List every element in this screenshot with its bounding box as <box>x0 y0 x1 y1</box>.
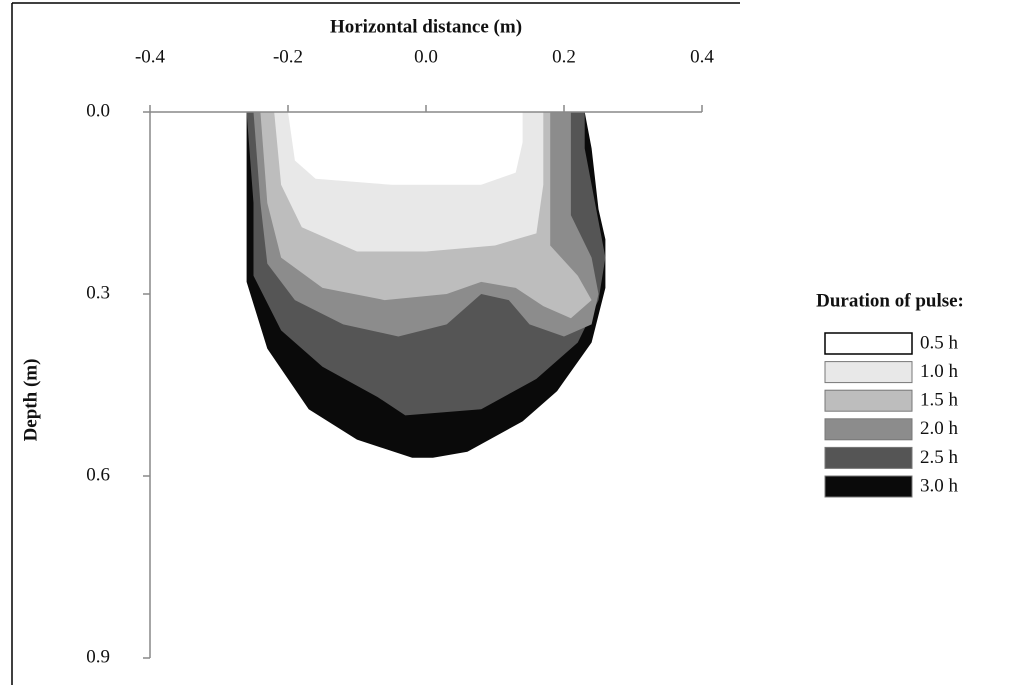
legend-swatch <box>824 332 913 355</box>
y-tick-label: 0.6 <box>86 464 110 485</box>
legend-title: Duration of pulse: <box>816 290 964 311</box>
y-tick-label: 0.9 <box>86 646 110 667</box>
legend-swatch <box>824 361 913 384</box>
y-tick-label: 0.0 <box>86 100 110 121</box>
legend-swatch <box>824 446 913 469</box>
legend-label: 2.0 h <box>920 418 959 439</box>
y-axis-label: Depth (m) <box>20 359 41 442</box>
x-tick-label: -0.4 <box>135 46 166 67</box>
legend-label: 1.0 h <box>920 361 959 382</box>
legend-label: 1.5 h <box>920 390 959 411</box>
legend-swatch <box>824 475 913 498</box>
x-tick-label: 0.4 <box>690 46 714 67</box>
legend-label: 3.0 h <box>920 475 959 496</box>
legend-swatch <box>824 389 913 412</box>
regions <box>246 112 606 458</box>
legend-label: 0.5 h <box>920 332 959 353</box>
region <box>288 112 523 185</box>
x-tick-label: 0.0 <box>414 46 438 67</box>
y-tick-label: 0.3 <box>86 282 110 303</box>
legend-swatch <box>824 418 913 441</box>
x-tick-label: -0.2 <box>273 46 303 67</box>
legend-label: 2.5 h <box>920 447 959 468</box>
chart-title: Horizontal distance (m) <box>330 16 522 37</box>
x-tick-label: 0.2 <box>552 46 576 67</box>
